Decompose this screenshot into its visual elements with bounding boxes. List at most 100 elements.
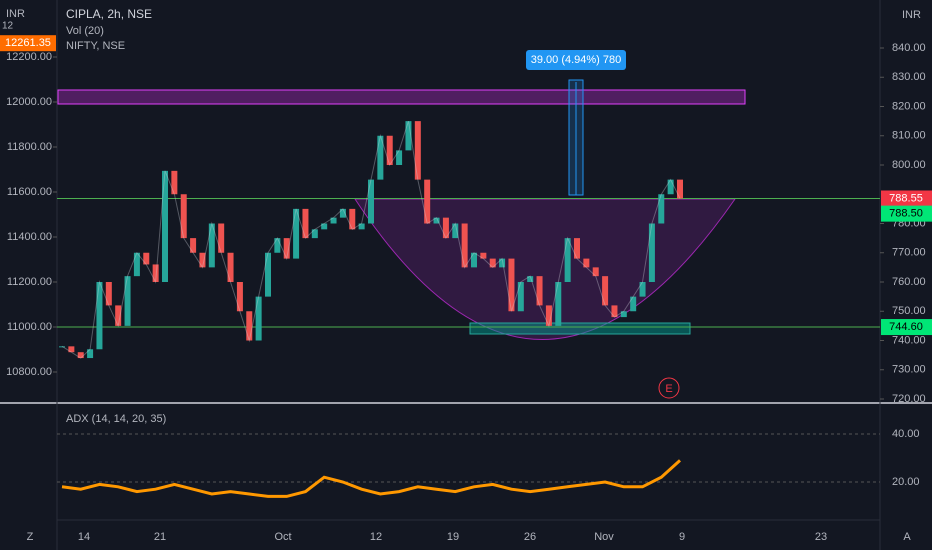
candle	[236, 282, 243, 312]
currency-left: INR	[6, 8, 25, 20]
candle	[648, 223, 655, 282]
candle	[321, 223, 328, 230]
candle	[517, 282, 524, 312]
candle	[471, 252, 477, 268]
candle	[87, 349, 94, 359]
candle	[564, 238, 571, 282]
compare-title: NIFTY, NSE	[66, 40, 125, 52]
candle	[508, 258, 515, 312]
price-label: 744.60	[889, 321, 923, 333]
left-tick-label: 12000.00	[6, 96, 52, 108]
candle	[59, 346, 65, 348]
candle	[162, 170, 168, 282]
candle	[555, 282, 562, 326]
candle	[218, 223, 225, 253]
price-badge	[881, 205, 932, 222]
candle	[302, 208, 309, 239]
candle	[77, 352, 84, 359]
candle	[536, 276, 543, 306]
currency-right: INR	[902, 9, 921, 21]
right-tick-label: 750.00	[892, 305, 926, 317]
candle	[152, 264, 159, 282]
time-label: 12	[370, 531, 382, 543]
candle	[330, 217, 337, 224]
candle	[358, 223, 365, 230]
candle	[190, 238, 197, 253]
candle	[227, 252, 234, 282]
measure-badge	[526, 50, 626, 70]
candle	[424, 179, 431, 224]
time-label: 19	[447, 531, 459, 543]
price-label: 788.50	[889, 208, 923, 220]
right-tick-label: 810.00	[892, 130, 926, 142]
candle	[293, 208, 300, 259]
support-zone	[469, 322, 691, 335]
candle	[246, 311, 253, 341]
candle	[349, 208, 356, 230]
symbol: CIPLA, 2h, NSE	[66, 7, 152, 21]
candle	[527, 276, 534, 282]
adx-tick-label: 20.00	[892, 476, 920, 488]
earnings-label: E	[665, 383, 672, 395]
left-tick-label: 12200.00	[6, 51, 52, 63]
time-label: 23	[815, 531, 827, 543]
candle	[208, 223, 215, 268]
candle	[677, 179, 683, 199]
candle	[171, 170, 178, 195]
candle	[592, 267, 599, 277]
candle	[274, 238, 281, 253]
candle	[639, 282, 646, 297]
time-label: 9	[679, 531, 685, 543]
candle	[386, 135, 393, 165]
candle	[461, 223, 468, 268]
left-tick-label: 11800.00	[7, 141, 52, 153]
candle	[255, 296, 262, 341]
candle	[442, 217, 449, 239]
candle	[339, 208, 346, 218]
corner-right[interactable]: A	[903, 531, 911, 543]
right-tick-label: 730.00	[892, 364, 926, 376]
candle	[283, 238, 290, 259]
left-tick-label: 11600.00	[7, 186, 52, 198]
price-label: 788.55	[889, 192, 923, 204]
left-tick-label: 11000.00	[7, 321, 52, 333]
corner-left[interactable]: Z	[27, 531, 34, 543]
right-tick-label: 740.00	[892, 334, 926, 346]
candle	[105, 282, 112, 306]
candle	[630, 296, 637, 312]
adx-title: ADX (14, 14, 20, 35)	[66, 413, 166, 425]
candle	[545, 305, 552, 326]
candle	[199, 252, 206, 268]
right-tick-label: 760.00	[892, 276, 926, 288]
candle	[265, 252, 271, 297]
cup-shape	[354, 198, 736, 340]
candle	[602, 276, 609, 306]
right-tick-label: 820.00	[892, 100, 926, 112]
candle	[133, 252, 140, 277]
candle	[368, 179, 374, 224]
left-price-badge	[0, 35, 56, 52]
candle	[396, 150, 403, 165]
candle	[405, 121, 412, 151]
candle	[414, 121, 421, 180]
candle	[499, 258, 506, 268]
candle	[611, 305, 618, 318]
price-badge	[881, 190, 932, 207]
price-line	[61, 120, 681, 359]
time-label: 21	[154, 531, 166, 543]
resistance-zone	[57, 89, 746, 105]
cut-label: 12	[2, 21, 14, 32]
candle	[574, 238, 580, 259]
candle	[658, 194, 665, 224]
candle	[433, 217, 440, 224]
candle	[311, 229, 318, 239]
left-tick-label: 10800.00	[6, 366, 52, 378]
candle	[124, 276, 131, 326]
right-tick-label: 720.00	[892, 393, 926, 405]
candle	[489, 258, 496, 268]
time-label: Nov	[594, 531, 614, 543]
right-tick-label: 830.00	[892, 71, 926, 83]
left-tick-label: 11400.00	[7, 231, 52, 243]
right-tick-label: 840.00	[892, 42, 926, 54]
